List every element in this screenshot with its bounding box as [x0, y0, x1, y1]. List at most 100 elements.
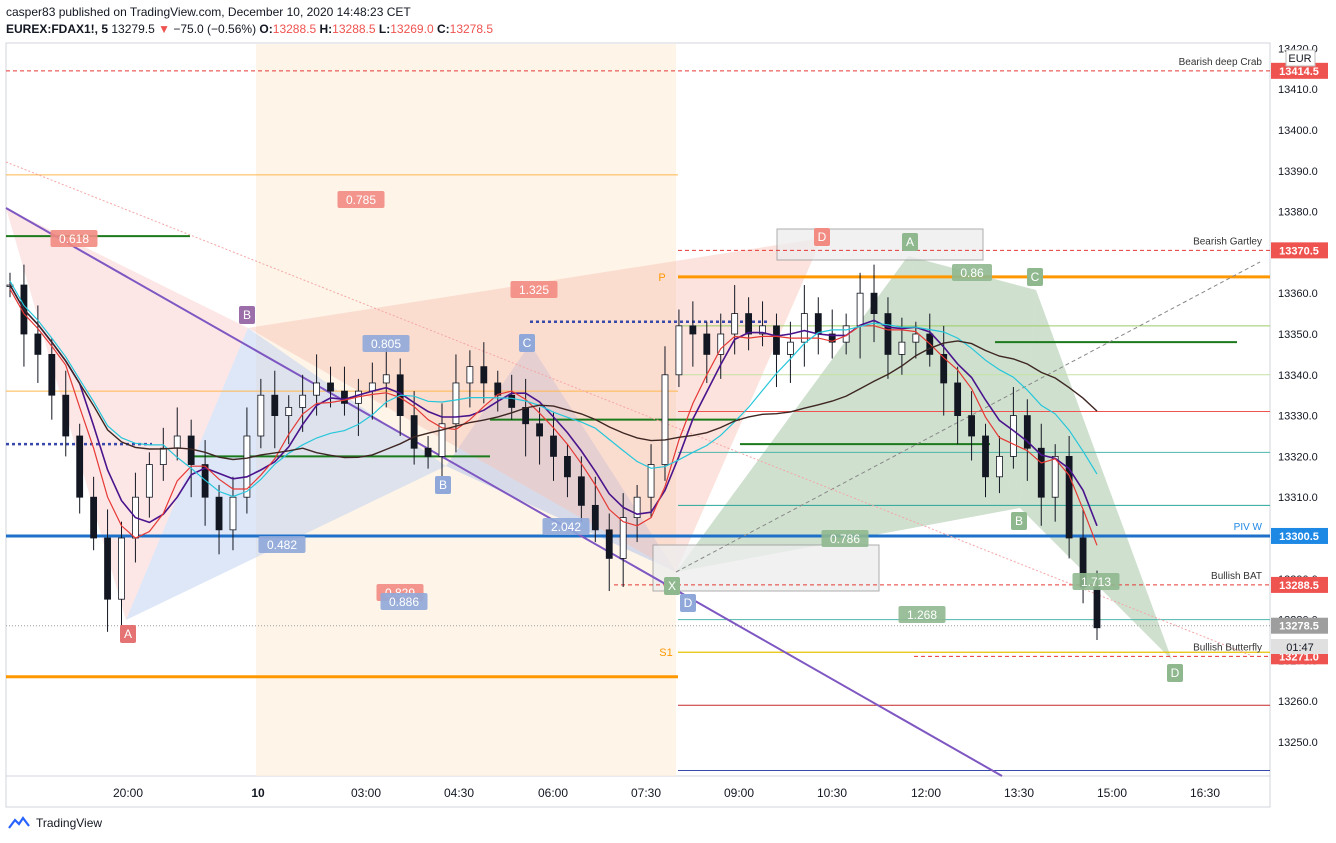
ratio-box: [952, 264, 992, 281]
y-tick-label: 13260.0: [1278, 696, 1318, 708]
candle-body: [438, 423, 446, 457]
candle-body: [619, 517, 627, 559]
y-tick-label: 13310.0: [1278, 492, 1318, 504]
ratio-labels: 0.7850.6181.3250.8050.4822.0420.8290.886…: [50, 191, 1120, 623]
candle-body: [145, 464, 153, 498]
pattern-point-box: [519, 334, 535, 352]
close-label: C:: [436, 22, 450, 36]
candle-body: [1051, 455, 1059, 498]
y-tick-label: 13390.0: [1278, 166, 1318, 178]
pattern-point-label: D: [818, 230, 827, 244]
ratio-box: [337, 191, 385, 208]
x-tick-label: 15:00: [1097, 786, 1127, 800]
candle-body: [76, 435, 84, 498]
candle-body: [814, 313, 822, 335]
candle-body: [243, 435, 251, 498]
x-tick-label: 06:00: [538, 786, 568, 800]
pattern-point-label: A: [906, 235, 914, 249]
ratio-label: 0.618: [59, 232, 89, 246]
x-tick-label: 03:00: [351, 786, 381, 800]
price-badge-label: 13288.5: [1279, 580, 1319, 592]
pattern-fill-blue-2: [446, 344, 676, 572]
pattern-point-box: [1011, 512, 1027, 530]
candle-body: [327, 382, 334, 392]
pattern-point-box: [1027, 268, 1043, 286]
candle-body: [410, 415, 418, 449]
bat-zone-box: [652, 544, 880, 592]
candle-body: [229, 496, 237, 531]
pattern-point-label: D: [1171, 666, 1180, 680]
ratio-box: [50, 230, 98, 247]
close-value: 13278.5: [449, 22, 494, 36]
y-tick-label: 13410.0: [1278, 84, 1318, 96]
candle-body: [452, 382, 460, 425]
ratio-box: [542, 518, 590, 535]
candle-body: [1009, 415, 1017, 457]
y-tick-label: 13340.0: [1278, 370, 1318, 382]
price-badge-label: 13278.5: [1279, 621, 1319, 633]
purple-trendline[interactable]: [5, 207, 1003, 777]
currency-box[interactable]: [1285, 49, 1316, 67]
candle-body: [1065, 455, 1073, 539]
candle-body: [382, 374, 390, 384]
candle-body: [480, 366, 488, 384]
pattern-point-box: [664, 577, 680, 595]
candle-body: [271, 394, 279, 417]
candle-body: [884, 313, 892, 355]
candle-body: [173, 435, 181, 449]
ratio-label: 0.786: [830, 532, 860, 546]
candle-body: [717, 333, 725, 355]
tradingview-logo-icon: [8, 816, 30, 829]
line-label: Bearish deep Crab: [1179, 57, 1263, 68]
pattern-point-box: [902, 233, 918, 251]
x-tick-label: 07:30: [631, 786, 661, 800]
candle-body: [759, 325, 766, 335]
candle-body: [62, 394, 70, 437]
candle-body: [341, 390, 348, 404]
countdown-box: [1271, 639, 1328, 654]
x-tick-label: 13:30: [1004, 786, 1034, 800]
candle-body: [550, 435, 557, 457]
y-tick-label: 13320.0: [1278, 451, 1318, 463]
candle-body: [787, 341, 794, 355]
ratio-label: 0.785: [346, 193, 376, 207]
candle-body: [689, 325, 697, 335]
price-badge-label: 13271.0: [1279, 651, 1319, 663]
x-tick-label: 20:00: [113, 786, 143, 800]
ratio-label: 0.886: [389, 595, 419, 609]
dashed-trendline[interactable]: [675, 261, 1261, 573]
candle-body: [159, 447, 167, 465]
ratio-box: [362, 335, 410, 352]
price-badges: 13414.5 13370.5 13300.5 13288.5 13278.5 13271…: [1271, 62, 1328, 665]
ratio-label: 2.042: [551, 520, 581, 534]
candle-body: [104, 537, 111, 600]
candle-body: [828, 333, 836, 343]
candle-body: [898, 341, 906, 355]
pattern-point-box: [680, 594, 696, 612]
open-label: O:: [259, 22, 273, 36]
pattern-fill-green-1: [676, 256, 1020, 572]
high-value: 13288.5: [332, 22, 376, 36]
pattern-fill-green-2: [908, 256, 1036, 508]
line-label: Bearish Gartley: [1193, 236, 1262, 247]
line-labels: Bearish deep Crab Bearish Gartley PIV W Bul…: [1179, 57, 1263, 653]
x-tick-label: 10: [251, 786, 265, 800]
currency-label: EUR: [1288, 53, 1311, 65]
ratio-label: 0.805: [371, 337, 401, 351]
y-tick-label: 13330.0: [1278, 411, 1318, 423]
candle-body: [870, 292, 878, 315]
candle-body: [912, 333, 920, 343]
ratio-label: 1.325: [519, 283, 549, 297]
brand-name: TradingView: [36, 816, 103, 830]
ratio-box: [380, 593, 428, 610]
down-arrow-icon: ▼: [158, 22, 170, 36]
line-label: PIV W: [1234, 522, 1263, 533]
ratio-box: [1072, 573, 1120, 590]
price-badge: [1271, 527, 1328, 544]
ratio-label: 1.713: [1081, 575, 1111, 589]
price-badge: [1271, 242, 1328, 259]
candle-body: [661, 374, 669, 465]
pivot-marker: P: [658, 272, 665, 284]
candle-body: [1093, 586, 1101, 629]
